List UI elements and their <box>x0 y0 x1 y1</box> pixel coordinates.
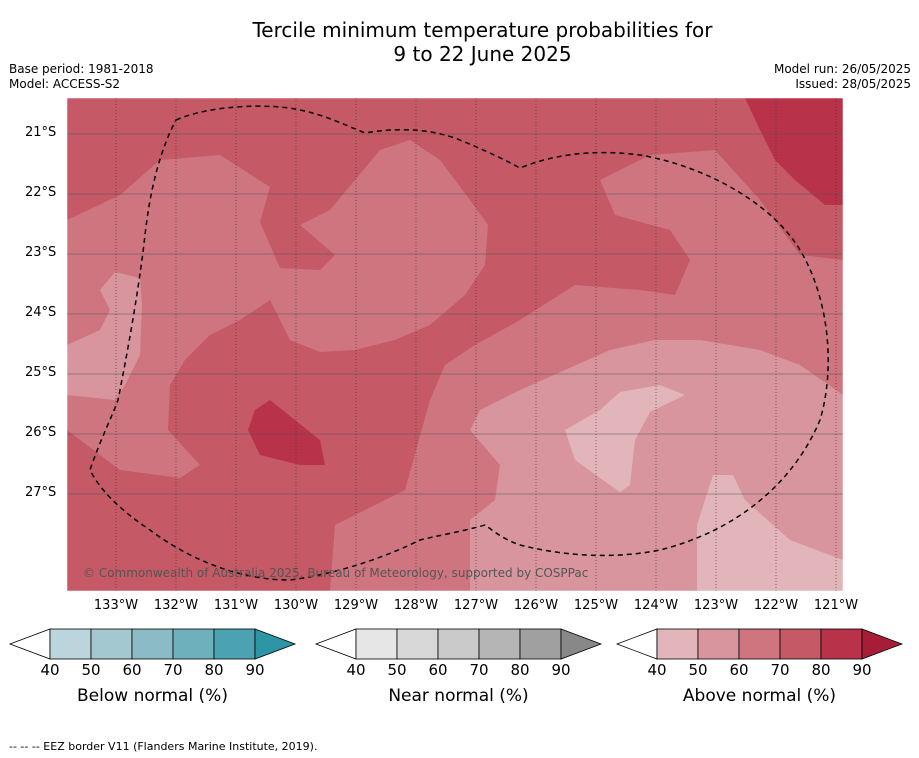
legend-tick-label: 90 <box>245 661 265 679</box>
legend-tick-label: 40 <box>346 661 366 679</box>
legend-low-extend <box>314 628 357 660</box>
legend-swatch <box>131 628 174 660</box>
legend-tick-label: 50 <box>81 661 101 679</box>
map-frame <box>66 97 844 592</box>
gridlines <box>67 98 843 591</box>
legend-tick-label: 60 <box>729 661 749 679</box>
legend-swatch <box>478 628 521 660</box>
lat-label: 25°S <box>25 365 57 380</box>
lon-label: 126°W <box>513 598 559 613</box>
region-80-90-southwest <box>248 400 325 465</box>
lon-label: 129°W <box>333 598 379 613</box>
lat-label: 26°S <box>25 425 57 440</box>
legend-tick-label: 40 <box>647 661 667 679</box>
lon-label: 127°W <box>453 598 499 613</box>
legend-swatch <box>437 628 480 660</box>
legend-high-extend <box>560 628 603 660</box>
lon-label: 128°W <box>393 598 439 613</box>
legend-title: Near normal (%) <box>388 686 529 706</box>
lat-label: 23°S <box>25 245 57 260</box>
legend-low-extend <box>615 628 658 660</box>
copyright-notice: © Commonwealth of Australia 2025, Bureau… <box>83 566 589 580</box>
lat-label: 22°S <box>25 185 57 200</box>
legend-swatch <box>213 628 256 660</box>
model-run: Model run: 26/05/2025 <box>773 62 911 76</box>
legend-swatch <box>355 628 398 660</box>
title-line-2: 9 to 22 June 2025 <box>393 42 572 66</box>
legend-swatch <box>396 628 439 660</box>
issued-date: Issued: 28/05/2025 <box>795 77 911 91</box>
region-50-60-west <box>67 272 142 400</box>
legend-swatch <box>172 628 215 660</box>
legend-high-extend <box>254 628 297 660</box>
legend-tick-label: 80 <box>510 661 530 679</box>
legend-swatch <box>90 628 133 660</box>
meta-left: Base period: 1981-2018 Model: ACCESS-S2 <box>9 62 154 92</box>
lon-label: 125°W <box>573 598 619 613</box>
lon-label: 123°W <box>693 598 739 613</box>
region-60-70-west <box>67 140 488 478</box>
legend-swatch <box>779 628 822 660</box>
legend-tick-label: 70 <box>770 661 790 679</box>
legend-title: Above normal (%) <box>682 686 837 706</box>
legend-low-extend <box>8 628 51 660</box>
lat-label: 27°S <box>25 485 57 500</box>
legend-tick-label: 70 <box>469 661 489 679</box>
lon-label: 122°W <box>753 598 799 613</box>
chart-title: Tercile minimum temperature probabilitie… <box>0 18 919 66</box>
lon-label: 131°W <box>213 598 259 613</box>
legend-swatch <box>820 628 863 660</box>
legend-swatch <box>738 628 781 660</box>
legend-tick-label: 40 <box>40 661 60 679</box>
legend-tick-label: 70 <box>163 661 183 679</box>
legend-tick-label: 50 <box>387 661 407 679</box>
map-fill-layers <box>67 98 843 591</box>
legend-tick-label: 90 <box>551 661 571 679</box>
legend-swatch <box>519 628 562 660</box>
region-80-90-northeast <box>745 98 843 205</box>
legend-swatch <box>49 628 92 660</box>
title-line-1: Tercile minimum temperature probabilitie… <box>252 18 713 42</box>
legend-swatch <box>656 628 699 660</box>
legend-tick-label: 50 <box>688 661 708 679</box>
lon-label: 121°W <box>813 598 859 613</box>
legend-tick-label: 60 <box>122 661 142 679</box>
legend-high-extend <box>861 628 904 660</box>
lat-label: 21°S <box>25 125 57 140</box>
model-name: Model: ACCESS-S2 <box>9 77 121 91</box>
meta-right: Model run: 26/05/2025 Issued: 28/05/2025 <box>774 62 911 92</box>
legend-tick-label: 80 <box>811 661 831 679</box>
lon-label: 124°W <box>633 598 679 613</box>
lon-label: 133°W <box>93 598 139 613</box>
lat-label: 24°S <box>25 305 57 320</box>
lon-label: 132°W <box>153 598 199 613</box>
region-40-50-southeast <box>697 475 843 591</box>
eez-footnote: -- -- -- EEZ border V11 (Flanders Marine… <box>9 740 318 753</box>
legend-swatch <box>697 628 740 660</box>
eez-border-dashed <box>89 105 829 581</box>
lon-label: 130°W <box>273 598 319 613</box>
region-40-50-center <box>565 385 685 492</box>
legend-tick-label: 90 <box>852 661 872 679</box>
base-period: Base period: 1981-2018 <box>9 62 154 76</box>
legend-tick-label: 80 <box>204 661 224 679</box>
legend-bars <box>8 628 904 660</box>
legend-tick-label: 60 <box>428 661 448 679</box>
legend-title: Below normal (%) <box>77 686 228 706</box>
